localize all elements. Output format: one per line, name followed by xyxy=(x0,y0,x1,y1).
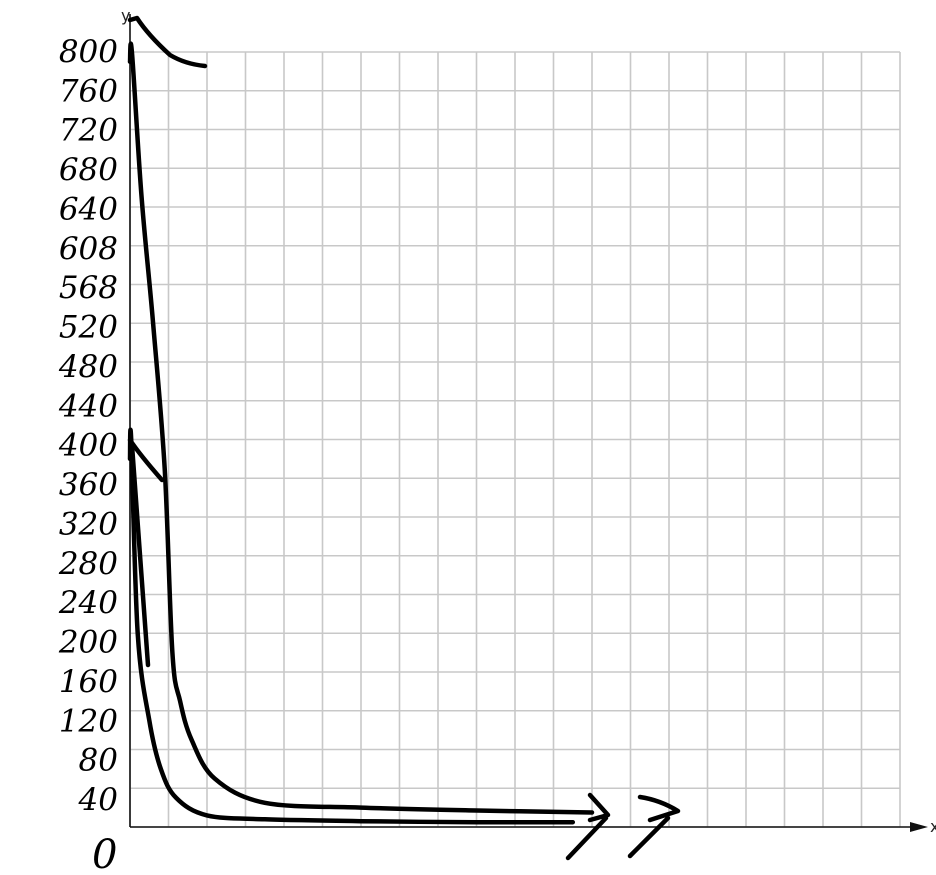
grid xyxy=(129,51,901,828)
hand-scribble-top xyxy=(127,15,208,69)
y-tick-label: 240 xyxy=(58,585,118,621)
y-tick-label: 680 xyxy=(59,152,118,188)
y-tick-label: 320 xyxy=(59,506,118,542)
x-axis-label: x xyxy=(930,817,936,836)
axes: x y xyxy=(121,6,936,836)
y-tick-label: 480 xyxy=(58,349,118,385)
series-1-arrowhead xyxy=(565,792,611,861)
y-tick-label: 800 xyxy=(59,34,118,70)
y-tick-label: 160 xyxy=(59,664,118,700)
y-tick-label: 40 xyxy=(78,782,118,818)
y-tick-label: 400 xyxy=(58,428,118,464)
origin-label: 0 xyxy=(92,832,117,875)
y-axis-label: y xyxy=(121,6,130,25)
y-tick-label: 120 xyxy=(59,703,118,739)
y-tick-label: 640 xyxy=(59,191,118,227)
series-2-line xyxy=(127,427,576,825)
y-tick-label: 568 xyxy=(59,270,118,306)
y-tick-label: 608 xyxy=(59,231,118,267)
y-tick-label: 200 xyxy=(58,625,118,661)
y-tick-label: 760 xyxy=(59,73,118,109)
y-tick-label: 80 xyxy=(79,743,118,779)
x-axis-arrowhead xyxy=(910,822,928,832)
series-2-arrowhead xyxy=(627,794,681,859)
y-tick-label: 720 xyxy=(59,113,118,149)
y-tick-label: 440 xyxy=(58,388,118,424)
hand-scribble-mid xyxy=(127,437,165,483)
y-tick-label: 520 xyxy=(59,310,118,346)
y-tick-label: 280 xyxy=(58,546,118,582)
series-1-line xyxy=(127,41,595,815)
hand-stroke-mid xyxy=(129,442,151,668)
y-tick-label: 360 xyxy=(59,467,118,503)
curves xyxy=(127,41,595,825)
